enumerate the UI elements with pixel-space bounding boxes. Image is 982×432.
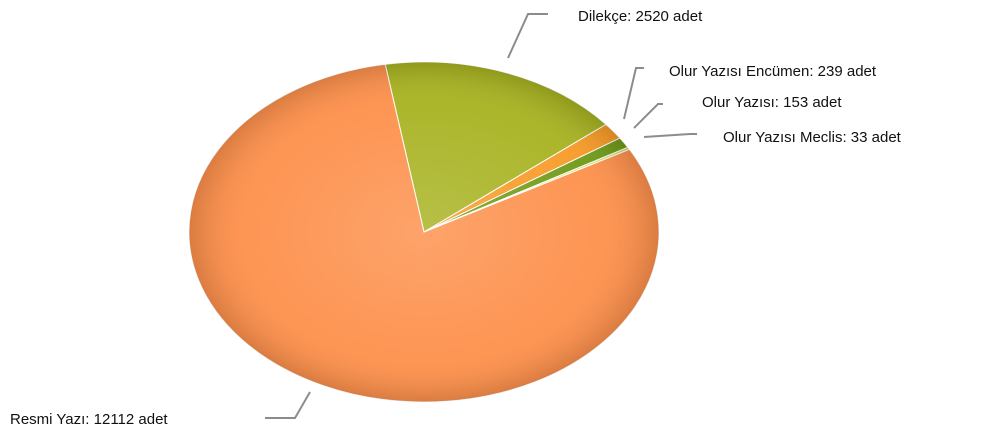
leader-line-1	[623, 67, 644, 120]
slice-label-olur-yazisi-meclis: Olur Yazısı Meclis: 33 adet	[723, 129, 902, 146]
leader-line-4	[265, 391, 311, 419]
leader-line-2	[633, 103, 663, 129]
pie-slices	[188, 61, 660, 403]
slice-label-olur-yazisi: Olur Yazısı: 153 adet	[702, 94, 842, 111]
slice-label-olur-yazisi-encumen: Olur Yazısı Encümen: 239 adet	[669, 63, 877, 80]
leader-line-0	[507, 13, 548, 59]
leader-lines	[265, 13, 697, 419]
slice-label-dilekce: Dilekçe: 2520 adet	[578, 8, 703, 25]
leader-line-3	[643, 133, 697, 138]
slice-label-resmi-yazi: Resmi Yazı: 12112 adet	[10, 411, 168, 428]
